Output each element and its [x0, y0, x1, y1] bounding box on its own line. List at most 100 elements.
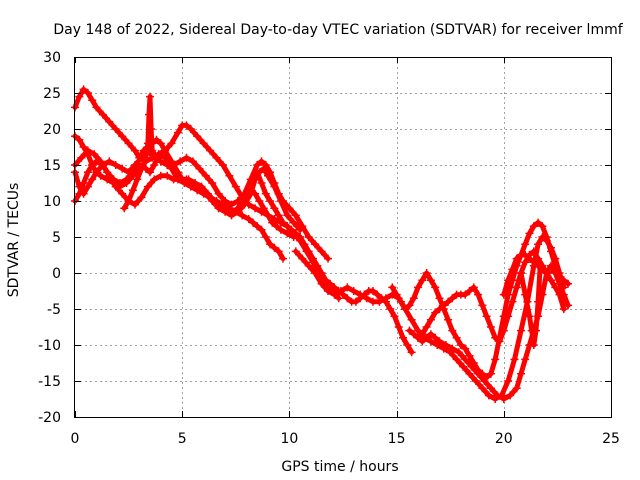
- data-point: [111, 161, 120, 169]
- data-point: [454, 348, 463, 357]
- data-point: [471, 377, 480, 385]
- data-point: [499, 395, 508, 403]
- x-tick-label: 10: [280, 431, 298, 447]
- data-point: [559, 305, 568, 313]
- data-point: [251, 204, 260, 213]
- data-point: [212, 153, 221, 162]
- data-point: [334, 294, 343, 303]
- data-point: [96, 171, 105, 180]
- data-point: [399, 333, 407, 342]
- data-point: [206, 193, 215, 202]
- data-point: [478, 301, 487, 310]
- data-point: [137, 164, 146, 173]
- data-point: [225, 204, 234, 213]
- data-point: [201, 171, 210, 180]
- y-axis-title: SDTVAR / TECUs: [6, 183, 22, 298]
- data-point: [176, 157, 185, 166]
- data-point: [529, 258, 538, 267]
- x-tick-label: 5: [178, 431, 187, 447]
- data-point: [261, 233, 270, 241]
- data-point: [551, 269, 560, 277]
- data-point: [426, 330, 435, 339]
- y-tick-label: 5: [52, 230, 61, 246]
- data-point: [444, 297, 453, 306]
- data-point: [90, 150, 99, 159]
- data-point: [465, 351, 474, 360]
- data-point: [109, 175, 118, 184]
- data-point: [373, 290, 382, 299]
- data-point: [465, 287, 474, 295]
- data-point: [555, 279, 564, 288]
- data-point: [253, 222, 262, 231]
- data-point: [118, 189, 127, 198]
- data-point: [356, 290, 365, 299]
- data-point: [499, 290, 508, 299]
- data-point: [131, 200, 139, 209]
- data-point: [414, 333, 422, 342]
- data-point: [227, 211, 236, 220]
- data-point: [343, 294, 352, 303]
- data-point: [173, 128, 182, 137]
- data-point: [274, 211, 283, 220]
- data-point: [564, 301, 573, 310]
- data-point: [555, 272, 564, 281]
- data-point: [330, 283, 339, 292]
- y-tick-label: 10: [43, 194, 61, 210]
- data-point: [465, 369, 474, 378]
- data-point: [75, 189, 84, 198]
- data-point: [426, 315, 435, 324]
- data-point: [495, 337, 504, 346]
- data-point: [199, 139, 208, 148]
- data-point: [83, 89, 92, 97]
- data-point: [148, 146, 157, 155]
- data-point: [461, 355, 470, 364]
- data-point: [521, 240, 530, 249]
- data-point: [504, 377, 513, 385]
- data-point: [467, 362, 476, 371]
- data-point: [270, 243, 279, 252]
- data-point: [551, 283, 560, 292]
- series-track-2: [71, 121, 343, 303]
- data-point: [559, 276, 568, 285]
- data-point: [525, 312, 534, 321]
- data-point: [296, 225, 305, 234]
- data-point: [253, 161, 262, 169]
- data-point: [431, 333, 440, 342]
- data-point: [456, 341, 465, 349]
- data-point: [128, 186, 137, 195]
- data-point: [435, 337, 444, 346]
- data-point: [75, 135, 84, 144]
- x-axis-title: GPS time / hours: [281, 459, 398, 475]
- data-point: [118, 164, 127, 173]
- data-point: [264, 171, 272, 180]
- data-point: [193, 132, 202, 141]
- data-point: [249, 218, 257, 227]
- data-point: [381, 294, 390, 303]
- y-tick-label: -5: [47, 302, 61, 318]
- data-point: [431, 308, 440, 317]
- x-tick-labels: 0 5 10 15 20 25: [71, 431, 620, 447]
- data-point: [405, 326, 414, 335]
- data-point: [253, 168, 262, 177]
- data-point: [279, 218, 287, 227]
- data-point: [426, 337, 435, 346]
- data-point: [534, 254, 543, 263]
- data-point: [525, 254, 534, 263]
- data-point: [116, 179, 124, 187]
- data-point: [390, 312, 399, 321]
- chart-title: Day 148 of 2022, Sidereal Day-to-day VTE…: [53, 22, 623, 38]
- data-point: [559, 290, 568, 299]
- data-point: [98, 110, 107, 119]
- data-point: [547, 265, 555, 274]
- data-point: [521, 258, 530, 267]
- data-point: [206, 146, 215, 155]
- data-point: [431, 283, 440, 292]
- data-point: [326, 279, 335, 288]
- data-point: [161, 153, 169, 162]
- data-point: [403, 341, 412, 349]
- data-point: [218, 200, 227, 209]
- data-point: [499, 326, 508, 335]
- data-point: [83, 182, 92, 191]
- data-point: [163, 171, 172, 180]
- data-point: [146, 92, 154, 101]
